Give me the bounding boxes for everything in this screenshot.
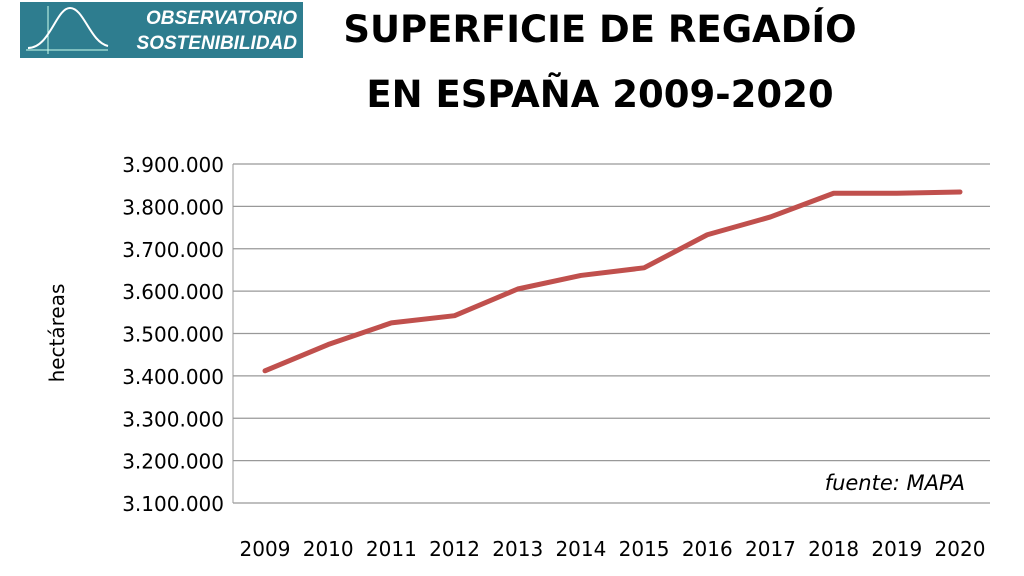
x-tick-label: 2018 xyxy=(808,537,859,561)
bell-curve-icon xyxy=(26,6,109,54)
x-tick-label: 2017 xyxy=(745,537,796,561)
y-tick-label: 3.200.000 xyxy=(122,450,224,474)
x-tick-label: 2011 xyxy=(366,537,417,561)
y-tick-label: 3.900.000 xyxy=(122,153,224,177)
y-tick-label: 3.300.000 xyxy=(122,407,224,431)
x-tick-label: 2015 xyxy=(619,537,670,561)
observatorio-logo: OBSERVATORIO SOSTENIBILIDAD xyxy=(20,2,303,58)
title-line1: SUPERFICIE DE REGADÍO xyxy=(343,8,857,51)
logo-line2: SOSTENIBILIDAD xyxy=(136,33,297,54)
x-tick-label: 2009 xyxy=(240,537,291,561)
x-tick-label: 2012 xyxy=(429,537,480,561)
y-tick-label: 3.400.000 xyxy=(122,365,224,389)
y-tick-label: 3.600.000 xyxy=(122,280,224,304)
y-tick-label: 3.800.000 xyxy=(122,195,224,219)
y-tick-label: 3.700.000 xyxy=(122,238,224,262)
logo-line1: OBSERVATORIO xyxy=(146,8,297,29)
x-tick-label: 2013 xyxy=(492,537,543,561)
title-line2: EN ESPAÑA 2009-2020 xyxy=(366,73,834,116)
x-tick-label: 2010 xyxy=(303,537,354,561)
series-line xyxy=(262,189,963,374)
x-tick-label: 2019 xyxy=(871,537,922,561)
chart-title: SUPERFICIE DE REGADÍO EN ESPAÑA 2009-202… xyxy=(300,2,900,123)
x-tick-label: 2016 xyxy=(682,537,733,561)
y-axis-label: hectáreas xyxy=(45,284,69,383)
x-tick-label: 2020 xyxy=(935,537,986,561)
y-tick-label: 3.500.000 xyxy=(122,323,224,347)
y-tick-label: 3.100.000 xyxy=(122,492,224,516)
x-tick-label: 2014 xyxy=(555,537,606,561)
source-annotation: fuente: MAPA xyxy=(825,471,965,495)
